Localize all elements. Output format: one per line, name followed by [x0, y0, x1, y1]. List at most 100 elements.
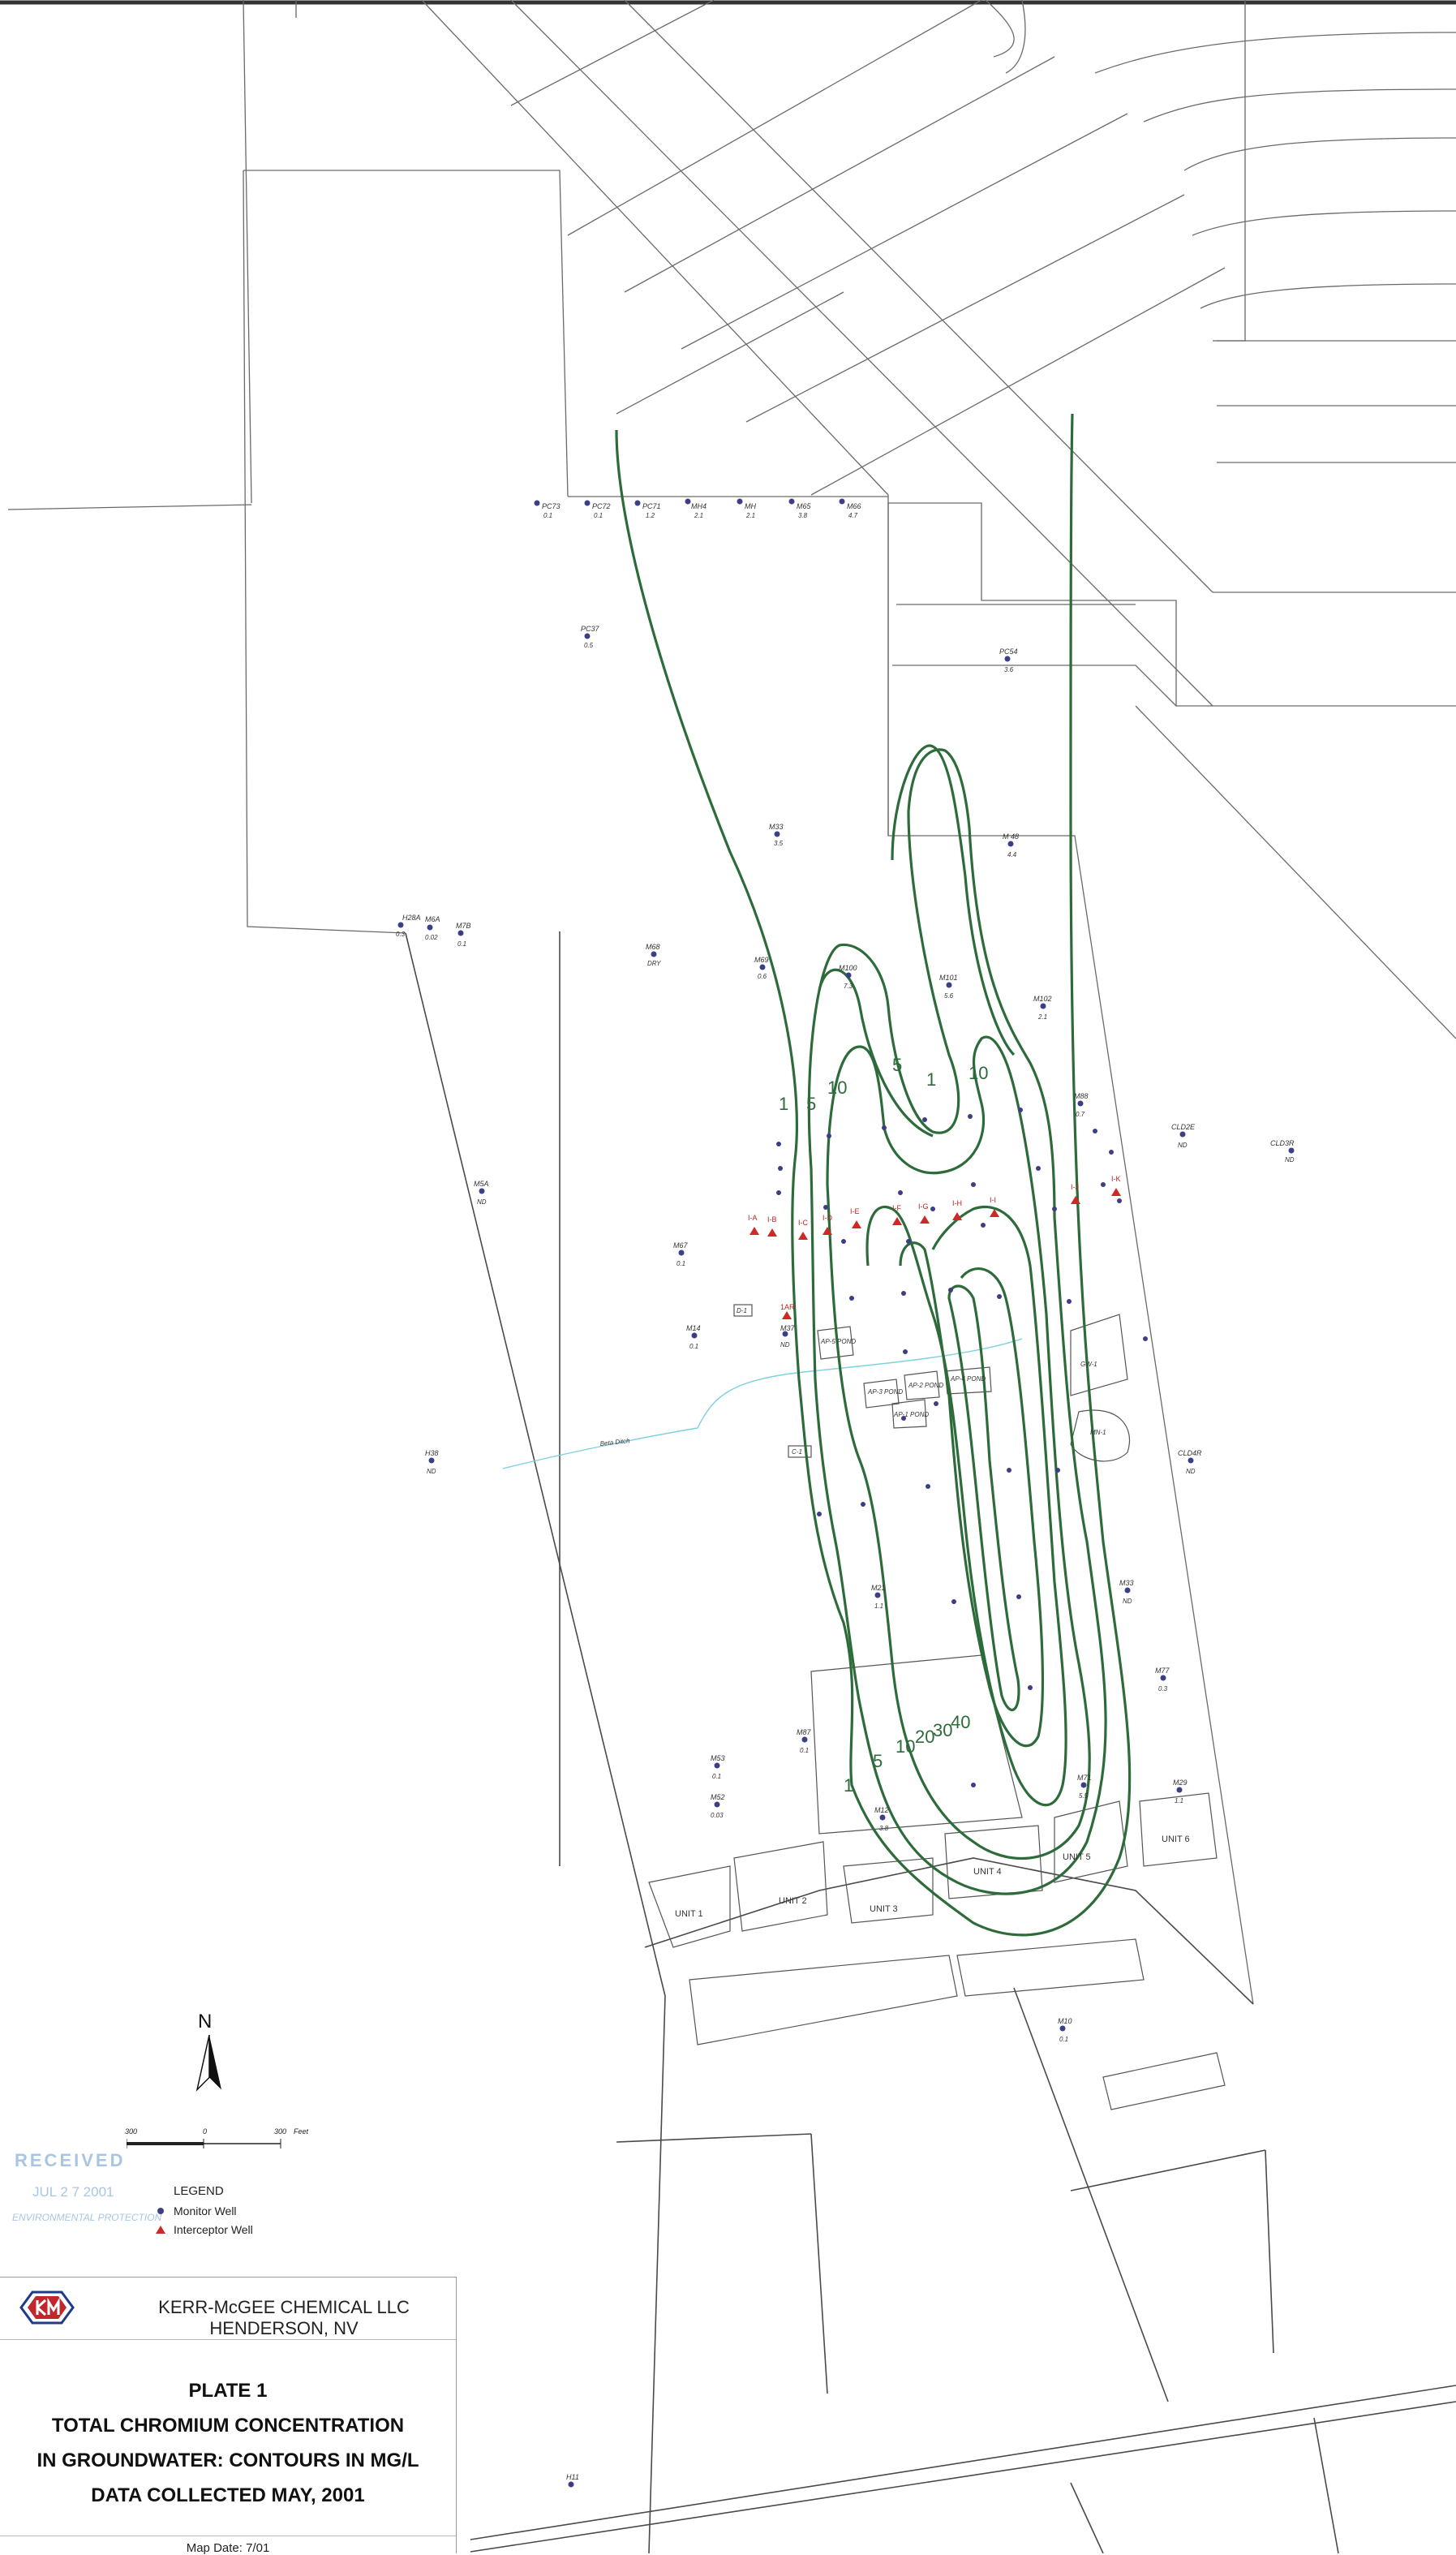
scale-unit: Feet [294, 2127, 309, 2136]
contour-label-1b: 1 [926, 1069, 936, 1090]
well-m33-east[interactable]: M33 ND [1119, 1579, 1134, 1605]
interceptor-i-a[interactable]: I-A [748, 1214, 759, 1235]
company-row: KERR-McGEE CHEMICAL LLC HENDERSON, NV [0, 2278, 456, 2340]
well-cld3r[interactable]: CLD3R ND [1270, 1139, 1295, 1164]
svg-text:M 48: M 48 [1003, 832, 1019, 841]
svg-text:1.1: 1.1 [1175, 1797, 1183, 1804]
interceptor-well-group: 1AR I-A I-B I-C I-D I-E I-F I-G I-H I-I … [748, 1175, 1121, 1319]
svg-text:M87: M87 [797, 1728, 812, 1736]
well-m87[interactable]: M87 0.1 [797, 1728, 812, 1754]
interceptor-i-c[interactable]: I-C [798, 1219, 808, 1240]
svg-text:1AR: 1AR [780, 1303, 795, 1311]
well-h28a[interactable]: H28A 0.3 [396, 914, 421, 938]
interceptor-well-icon [156, 2225, 165, 2234]
well-h38[interactable]: H38 ND [425, 1449, 439, 1475]
well-m68[interactable]: M68 DRY [646, 943, 661, 967]
well-m10[interactable]: M10 0.1 [1058, 2017, 1072, 2043]
well-cld2e[interactable]: CLD2E ND [1171, 1123, 1196, 1149]
gw-label: GW-1 [1080, 1361, 1097, 1368]
interceptor-i-f[interactable]: I-F [892, 1204, 902, 1225]
well-m29[interactable]: M29 1.1 [1173, 1779, 1188, 1804]
well-m33-north[interactable]: M33 3.5 [769, 823, 784, 847]
svg-text:0.7: 0.7 [1076, 1111, 1085, 1118]
contour-lines [615, 413, 1132, 1937]
beta-ditch-line [502, 1338, 1023, 1469]
plate-title-line2: IN GROUNDWATER: CONTOURS IN MG/L [37, 2450, 419, 2471]
well-m48[interactable]: M 48 4.4 [1003, 832, 1019, 858]
contour-1-outer [615, 413, 1132, 1937]
c1-label: C-1 [792, 1448, 802, 1456]
well-m77[interactable]: M77 0.3 [1155, 1667, 1170, 1693]
svg-text:ND: ND [1186, 1468, 1196, 1475]
svg-text:0.5: 0.5 [584, 642, 594, 649]
svg-text:M12: M12 [874, 1806, 889, 1814]
well-m14[interactable]: M14 0.1 [686, 1324, 701, 1350]
svg-text:M65: M65 [797, 502, 812, 510]
svg-text:M71: M71 [1077, 1774, 1092, 1782]
well-m37[interactable]: M37 ND [780, 1324, 796, 1348]
well-pc54[interactable]: PC54 3.6 [999, 647, 1018, 673]
well-m71[interactable]: M71 5.5 [1077, 1774, 1092, 1800]
legend: LEGEND Monitor Well Interceptor Well [148, 2184, 310, 2239]
interceptor-i-i[interactable]: I-I [990, 1196, 999, 1217]
well-m6a[interactable]: M6A 0.02 [425, 915, 440, 941]
plate-number: PLATE 1 [188, 2380, 268, 2402]
monitor-well-icon [157, 2207, 164, 2214]
interceptor-i-h[interactable]: I-H [952, 1199, 962, 1220]
company-location: HENDERSON, NV [209, 2318, 359, 2338]
well-m101[interactable]: M101 5.6 [939, 974, 958, 1000]
svg-text:1.2: 1.2 [646, 512, 655, 519]
well-m67[interactable]: M67 0.1 [673, 1241, 689, 1267]
interceptor-i-k[interactable]: I-K [1111, 1175, 1121, 1196]
well-m102[interactable]: M102 2.1 [1033, 995, 1052, 1021]
svg-text:M52: M52 [711, 1793, 725, 1801]
svg-text:I-F: I-F [892, 1204, 901, 1212]
received-date: JUL 2 7 2001 [32, 2184, 114, 2200]
well-m52[interactable]: M52 0.03 [711, 1793, 725, 1819]
interceptor-i-d[interactable]: I-D [822, 1214, 832, 1235]
map-feature-labels: Beta Ditch AP-5 POND AP-3 POND AP-2 POND… [599, 1307, 1106, 1456]
well-m69[interactable]: M69 0.6 [754, 956, 769, 980]
well-m53[interactable]: M53 0.1 [711, 1754, 725, 1780]
well-m100[interactable]: M100 7.3 [839, 964, 857, 990]
unit-2-label: UNIT 2 [779, 1896, 807, 1906]
unit-5-label: UNIT 5 [1063, 1852, 1091, 1862]
svg-text:ND: ND [1178, 1142, 1188, 1149]
interceptor-i-g[interactable]: I-G [918, 1202, 930, 1224]
legend-interceptor-row: Interceptor Well [148, 2220, 310, 2239]
svg-text:PC54: PC54 [999, 647, 1018, 656]
interceptor-i-b[interactable]: I-B [767, 1215, 777, 1237]
svg-text:I-C: I-C [798, 1219, 808, 1227]
interceptor-1ar[interactable]: 1AR [780, 1303, 795, 1319]
well-pc37[interactable]: PC37 0.5 [581, 625, 600, 649]
plate-title-line1: TOTAL CHROMIUM CONCENTRATION [51, 2415, 405, 2437]
well-m88[interactable]: M88 0.7 [1074, 1092, 1089, 1118]
svg-text:I-I: I-I [990, 1196, 996, 1204]
plate-title-line3: DATA COLLECTED MAY, 2001 [91, 2484, 365, 2506]
interceptor-i-e[interactable]: I-E [850, 1207, 861, 1228]
well-pc71[interactable]: PC71 1.2 [634, 500, 661, 520]
svg-text:0.1: 0.1 [689, 1343, 698, 1350]
well-m7b[interactable]: M7B 0.1 [456, 922, 471, 948]
well-m5a[interactable]: M5A ND [474, 1180, 489, 1206]
mn1-label: MN-1 [1090, 1429, 1106, 1436]
well-mh[interactable]: MH 2.1 [737, 498, 757, 520]
well-pc73[interactable]: PC73 0.1 [534, 500, 560, 520]
well-m12[interactable]: M12 3.8 [874, 1806, 889, 1832]
well-m21[interactable]: M21 1.1 [871, 1584, 886, 1610]
d1-label: D-1 [737, 1307, 747, 1314]
received-stamp: RECEIVED [15, 2150, 126, 2170]
pond-ap1-label: AP-1 POND [893, 1411, 929, 1418]
svg-text:H38: H38 [425, 1449, 439, 1457]
contour-label-5a: 5 [806, 1094, 816, 1114]
well-pc72[interactable]: PC72 0.1 [584, 500, 611, 520]
svg-text:0.1: 0.1 [800, 1747, 809, 1754]
interceptor-i-j[interactable]: I-J [1071, 1183, 1080, 1204]
well-cld4r[interactable]: CLD4R ND [1178, 1449, 1202, 1475]
well-h11[interactable]: H11 [566, 2473, 579, 2488]
svg-text:ND: ND [427, 1468, 436, 1475]
